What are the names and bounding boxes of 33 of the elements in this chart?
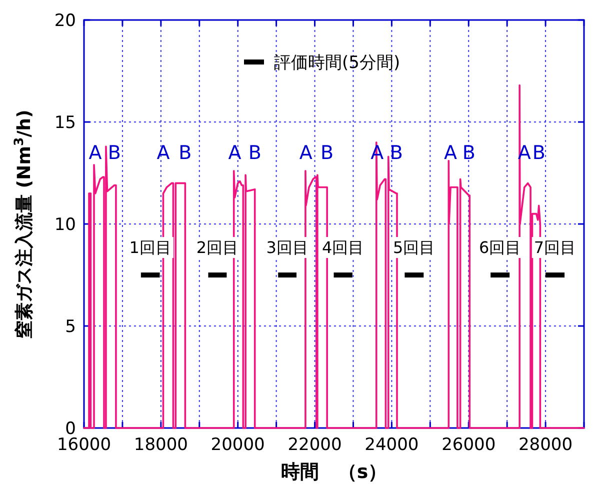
y-tick-label: 5 (65, 317, 76, 337)
x-tick-label: 16000 (56, 435, 112, 455)
annotation: 1回目 (129, 238, 172, 257)
annotation: 7回目 (534, 238, 576, 257)
annotation: A (88, 142, 102, 164)
annotation: B (390, 142, 403, 164)
x-tick-label: 26000 (442, 435, 496, 455)
x-tick-label: 28000 (518, 435, 573, 455)
annotation: B (178, 142, 192, 164)
legend-label: 評価時間(5分間) (274, 53, 400, 73)
annotation: A (444, 142, 458, 164)
annotation: 3回目 (266, 238, 308, 257)
line-series (83, 84, 585, 429)
y-tick-label: 15 (54, 113, 76, 133)
annotation: A (299, 142, 312, 164)
annotation: B (462, 142, 476, 164)
y-tick-label: 20 (54, 11, 76, 31)
annotation: B (108, 142, 121, 164)
annotation: B (532, 142, 546, 164)
x-tick-label: 24000 (364, 435, 419, 455)
x-axis-title: 時間 （s） (280, 461, 388, 483)
annotation: A (228, 142, 242, 164)
x-tick-label: 18000 (134, 435, 188, 455)
annotation: B (320, 142, 334, 164)
annotation: A (156, 142, 170, 164)
annotation: 4回目 (322, 238, 364, 257)
y-tick-label: 10 (54, 215, 76, 235)
annotation: 6回目 (478, 238, 522, 257)
annotation: 2回目 (196, 238, 239, 257)
x-tick-label: 22000 (288, 435, 342, 455)
x-tick-label: 20000 (210, 435, 265, 455)
annotation: 5回目 (393, 238, 436, 257)
annotation: B (248, 142, 262, 164)
